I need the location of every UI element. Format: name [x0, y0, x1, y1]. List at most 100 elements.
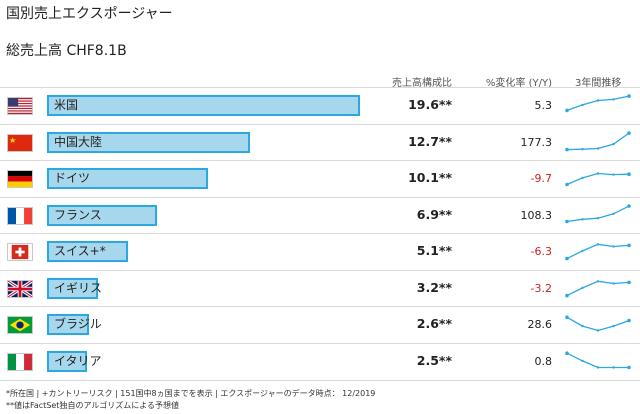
table-row: イタリア 2.5** 0.8 — [0, 342, 640, 381]
trend-point — [596, 99, 600, 102]
total-revenue-label: 総売上高 CHF8.1B — [6, 43, 127, 59]
table-row: イギリス 3.2** -3.2 — [0, 269, 640, 307]
trend-point — [596, 216, 600, 219]
it-flag-icon — [7, 352, 33, 371]
gb-flag-icon — [7, 279, 33, 298]
share-value: 6.9** — [416, 206, 452, 222]
column-header-change: %変化率 (Y/Y) — [485, 78, 552, 89]
trend-point — [627, 318, 631, 323]
trend-point — [581, 103, 584, 107]
trend-point — [565, 147, 569, 151]
trend-sparkline — [563, 128, 633, 158]
change-value: -3.2 — [530, 281, 552, 295]
table-row: 米国 19.6** 5.3 — [0, 87, 640, 124]
trend-point — [596, 243, 600, 246]
trend-point — [627, 243, 631, 248]
trend-point — [596, 279, 600, 282]
share-bar — [47, 168, 208, 189]
share-bar — [47, 241, 128, 262]
trend-point — [612, 173, 615, 176]
country-name[interactable]: フランス — [54, 207, 102, 222]
trend-point — [627, 280, 631, 284]
us-flag-icon — [7, 97, 33, 115]
trend-point — [612, 212, 615, 215]
share-value: 2.5** — [416, 352, 452, 368]
trend-point — [627, 172, 631, 176]
share-value: 12.7** — [408, 133, 452, 149]
table-row: フランス 6.9** 108.3 — [0, 196, 640, 234]
trend-point — [596, 146, 600, 150]
trend-point — [565, 182, 569, 187]
share-bar — [47, 277, 98, 299]
change-value: -9.7 — [530, 172, 552, 185]
footnote-source: *所在国 | +カントリーリスク | 151国中8ヵ国までを表示 | エクスポー… — [6, 389, 376, 398]
share-bar — [47, 350, 87, 372]
trend-point — [565, 256, 569, 261]
share-bar — [47, 204, 157, 226]
trend-point — [565, 315, 569, 320]
share-value: 2.6** — [416, 316, 452, 331]
country-name[interactable]: 中国大陸 — [54, 134, 103, 149]
change-value: -6.3 — [530, 245, 552, 258]
trend-sparkline — [563, 310, 633, 340]
trend-point — [565, 350, 569, 355]
change-value: 5.3 — [534, 99, 553, 112]
trend-point — [612, 98, 615, 101]
trend-sparkline — [563, 91, 633, 121]
share-bar — [47, 95, 360, 116]
page-title: 国別売上エクスポージャー — [6, 6, 173, 22]
trend-point — [627, 203, 631, 208]
trend-point — [596, 329, 600, 332]
trend-point — [627, 130, 631, 135]
trend-point — [612, 365, 615, 369]
country-name[interactable]: イタリア — [54, 353, 102, 368]
country-name[interactable]: ブラジル — [54, 317, 102, 331]
table-row: ドイツ 10.1** -9.7 — [0, 160, 640, 197]
br-flag-icon — [7, 316, 33, 334]
share-bar — [47, 131, 250, 153]
country-name[interactable]: 米国 — [54, 98, 79, 112]
change-value: 177.3 — [520, 135, 553, 149]
footnote-estimate: **値はFactSet独自のアルゴリズムによる予想値 — [6, 401, 179, 410]
table-row: ブラジル 2.6** 28.6 — [0, 306, 640, 343]
change-value: 108.3 — [520, 208, 553, 222]
column-header-trend: 3年間推移 — [575, 78, 622, 89]
table-row: 中国大陸 12.7** 177.3 — [0, 123, 640, 161]
trend-sparkline — [563, 237, 633, 267]
trend-point — [612, 142, 615, 145]
trend-sparkline — [563, 274, 633, 304]
country-name[interactable]: スイス+* — [54, 244, 106, 258]
fr-flag-icon — [7, 206, 33, 225]
trend-sparkline — [563, 201, 633, 231]
trend-point — [627, 94, 631, 98]
change-value: 28.6 — [527, 318, 553, 331]
trend-point — [581, 147, 584, 150]
share-value: 5.1** — [416, 243, 452, 258]
trend-point — [581, 286, 584, 289]
country-name[interactable]: イギリス — [54, 280, 103, 295]
trend-point — [581, 249, 584, 253]
trend-point — [565, 293, 569, 297]
trend-point — [612, 281, 615, 285]
trend-point — [627, 365, 631, 369]
table-row: スイス+* 5.1** -6.3 — [0, 233, 640, 270]
trend-point — [565, 108, 569, 113]
ch-flag-icon — [7, 243, 33, 261]
change-value: 0.8 — [534, 354, 553, 368]
cn-flag-icon — [7, 133, 33, 152]
trend-point — [596, 172, 600, 175]
share-value: 19.6** — [408, 97, 452, 112]
trend-point — [581, 324, 584, 328]
trend-point — [581, 217, 584, 220]
trend-point — [612, 245, 615, 248]
de-flag-icon — [7, 170, 33, 188]
trend-point — [581, 176, 584, 180]
share-bar — [47, 314, 89, 335]
column-header-share: 売上高構成比 — [392, 78, 452, 89]
trend-sparkline — [563, 164, 633, 194]
trend-point — [596, 365, 600, 369]
trend-point — [581, 359, 584, 362]
country-name[interactable]: ドイツ — [54, 171, 91, 185]
trend-sparkline — [563, 347, 633, 377]
